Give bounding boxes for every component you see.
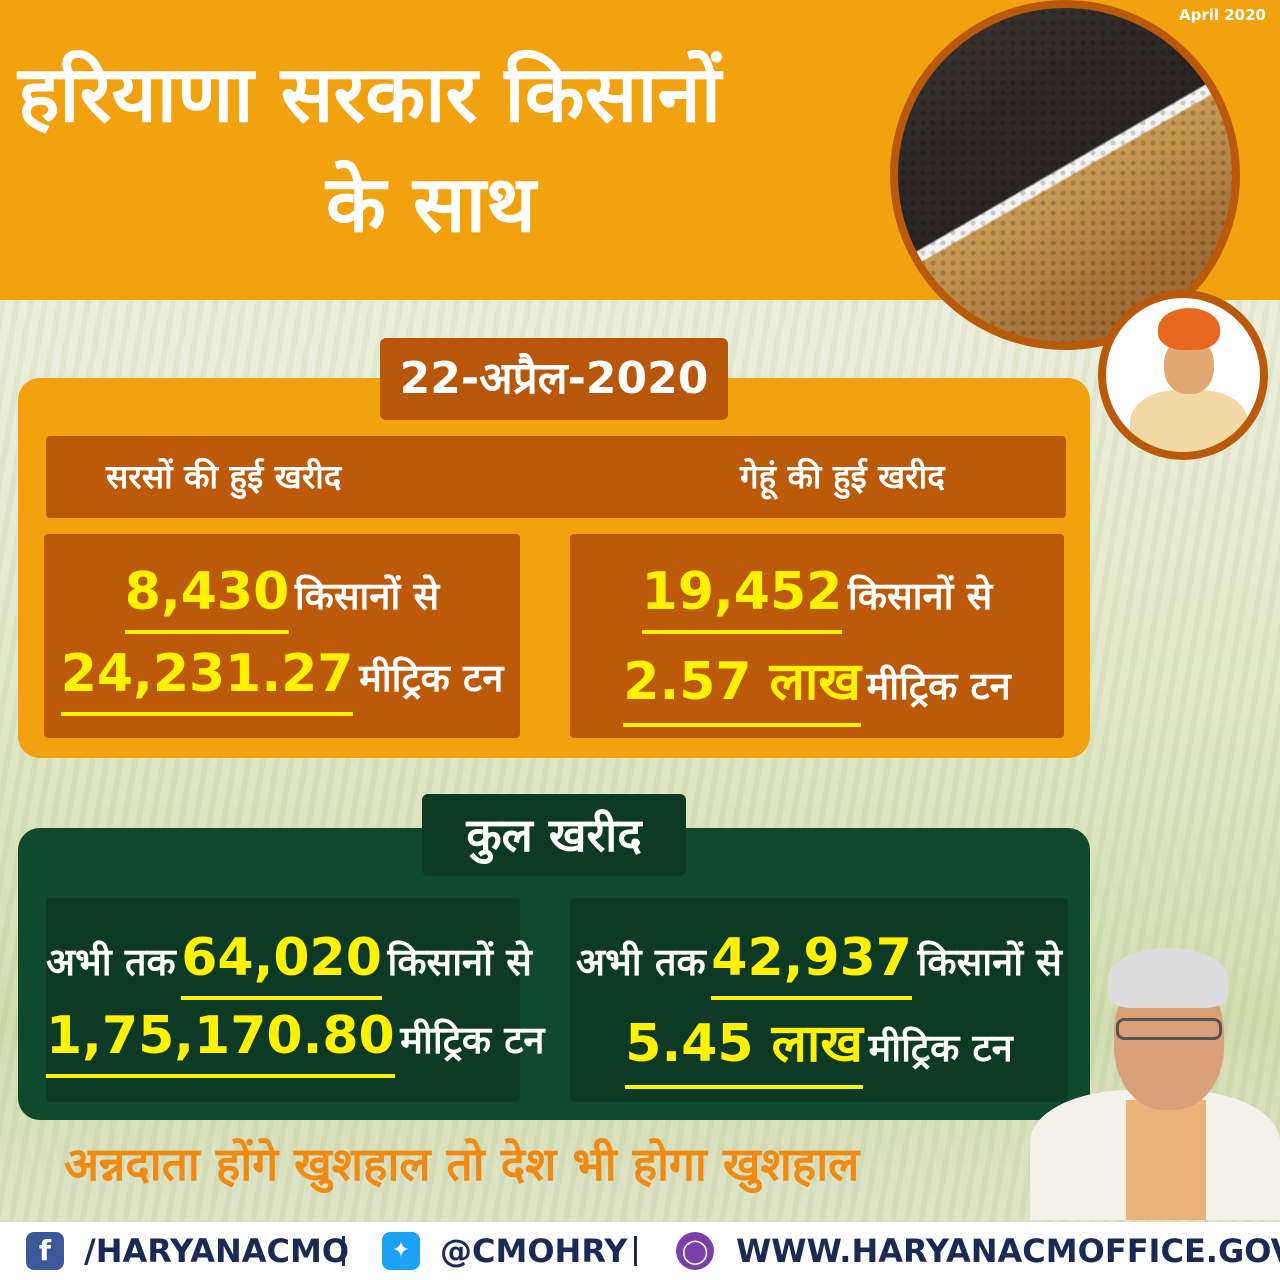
mustard-heading: सरसों की हुई खरीद: [106, 457, 342, 496]
wheat-daily-quantity-suffix: मीट्रिक टन: [866, 664, 1011, 708]
mustard-daily-quantity: 24,231.27: [60, 644, 354, 716]
wheat-total-prefix: अभी तक: [576, 940, 706, 984]
wheat-total-farmers: 42,937: [711, 928, 912, 1000]
mustard-total-prefix: अभी तक: [46, 940, 176, 984]
facebook-icon[interactable]: f: [26, 1232, 64, 1270]
wheat-heading: गेहूं की हुई खरीद: [740, 457, 945, 496]
twitter-handle[interactable]: @CMOHRY: [440, 1232, 628, 1270]
wheat-total-quantity-suffix: मीट्रिक टन: [868, 1026, 1013, 1070]
wheat-total-farmers-suffix: किसानों से: [917, 940, 1062, 984]
mustard-daily-box: 8,430 किसानों से 24,231.27 मीट्रिक टन: [44, 534, 520, 738]
page-title: हरियाणा सरकार किसानों के साथ: [18, 40, 898, 260]
slogan: अन्नदाता होंगे खुशहाल तो देश भी होगा खुश…: [64, 1137, 860, 1191]
mustard-daily-quantity-suffix: मीट्रिक टन: [359, 656, 504, 700]
mustard-total-farmers: 64,020: [181, 928, 382, 1000]
mustard-daily-farmers: 8,430: [124, 562, 290, 634]
globe-icon[interactable]: ◯: [676, 1232, 714, 1270]
grain-photo: [890, 0, 1240, 350]
divider: [634, 1236, 637, 1266]
wheat-total-box: अभी तक 42,937 किसानों से 5.45 लाख मीट्रि…: [570, 898, 1068, 1102]
chief-minister-photo: [1030, 940, 1280, 1220]
farmer-illustration: [1098, 290, 1268, 460]
wheat-daily-farmers-suffix: किसानों से: [847, 574, 993, 618]
wheat-total-quantity: 5.45 लाख: [625, 1006, 863, 1089]
total-heading: कुल खरीद: [422, 794, 686, 876]
wheat-daily-farmers: 19,452: [641, 562, 843, 634]
mustard-total-quantity-suffix: मीट्रिक टन: [400, 1018, 545, 1062]
title-line-1: हरियाणा सरकार किसानों: [18, 50, 722, 140]
footer-bar: f /HARYANACMO ✦ @CMOHRY ◯ WWW.HARYANACMO…: [0, 1222, 1280, 1280]
facebook-handle[interactable]: /HARYANACMO: [84, 1232, 350, 1270]
wheat-daily-box: 19,452 किसानों से 2.57 लाख मीट्रिक टन: [570, 534, 1064, 738]
title-line-2: के साथ: [326, 160, 536, 250]
twitter-icon[interactable]: ✦: [382, 1232, 420, 1270]
mustard-total-box: अभी तक 64,020 किसानों से 1,75,170.80 मीट…: [46, 898, 545, 1102]
column-headings: सरसों की हुई खरीद गेहूं की हुई खरीद: [46, 436, 1066, 518]
purchase-date: 22-अप्रैल-2020: [380, 338, 728, 420]
website-link[interactable]: WWW.HARYANACMOFFICE.GOV.IN: [736, 1232, 1280, 1270]
mustard-daily-farmers-suffix: किसानों से: [294, 574, 440, 618]
divider: [342, 1236, 345, 1266]
wheat-daily-quantity: 2.57 लाख: [623, 644, 861, 727]
mustard-total-quantity: 1,75,170.80: [46, 1006, 395, 1078]
mustard-total-farmers-suffix: किसानों से: [387, 940, 532, 984]
